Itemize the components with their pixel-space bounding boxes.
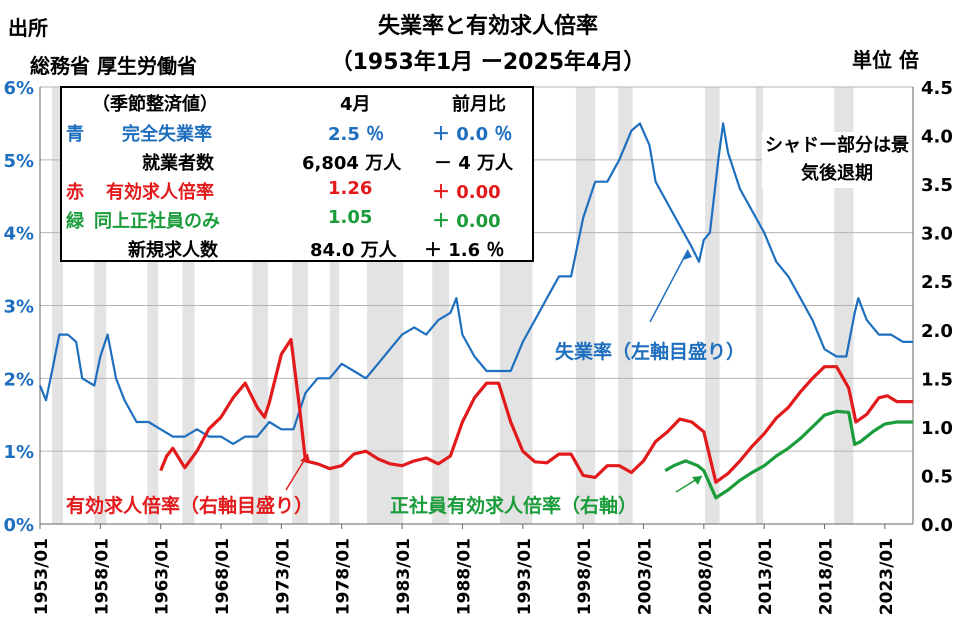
x-tick-label: 1973/01 <box>273 538 293 615</box>
arrow-head <box>683 250 692 260</box>
y-right-tick-label: 3.5 <box>921 175 953 196</box>
legend-row-change: ＋ 0.0 ％ <box>432 124 513 145</box>
legend-row-value: 2.5 ％ <box>328 124 385 145</box>
y-right-tick-label: 2.5 <box>921 272 953 293</box>
legend-row-change: － 4 万人 <box>434 153 514 174</box>
y-right-tick-label: 2.0 <box>921 321 953 342</box>
tick-labels: 0% 1% 2% 3% 4% 5% 6% 0.0 0.5 1.0 1.5 2.0 2.5 3.0 3.5 4.… <box>3 78 952 615</box>
legend-row-value: 6,804 万人 <box>302 153 402 174</box>
annotation-unemployment: 失業率（左軸目盛り） <box>555 340 745 363</box>
legend-row-change: ＋ 0.00 <box>432 182 501 203</box>
x-tick-label: 2013/01 <box>756 538 776 615</box>
x-tick-label: 1963/01 <box>153 538 173 615</box>
y-right-tick-label: 0.5 <box>921 466 953 487</box>
chart-subtitle: （1953年1月 ー2025年4月） <box>330 50 646 75</box>
x-tick-label: 1993/01 <box>515 538 535 615</box>
unit-label: 単位 倍 <box>852 48 919 72</box>
axes <box>39 87 914 529</box>
legend-row-label: 同上正社員のみ <box>94 211 220 232</box>
x-tick-label: 1988/01 <box>454 538 474 615</box>
x-tick-label: 1978/01 <box>334 538 354 615</box>
source-name: 総務省 厚生労働省 <box>30 54 197 78</box>
x-tick-label: 1958/01 <box>92 538 112 615</box>
arrow-head <box>692 476 702 485</box>
legend-row-value: 84.0 万人 <box>310 240 397 261</box>
x-tick-label: 2008/01 <box>696 538 716 615</box>
x-tick-label: 2003/01 <box>635 538 655 615</box>
legend-row-change: ＋ 1.6 ％ <box>424 240 505 261</box>
y-left-tick-label: 6% <box>3 78 34 99</box>
x-tick-label: 1998/01 <box>575 538 595 615</box>
y-left-tick-label: 1% <box>3 442 34 463</box>
x-tick-label: 1968/01 <box>213 538 233 615</box>
x-tick-label: 2018/01 <box>817 538 837 615</box>
annotation-arrows <box>285 249 703 493</box>
y-right-tick-label: 3.0 <box>921 224 953 245</box>
legend-row-color-name: 青 <box>66 124 84 145</box>
source-label: 出所 <box>8 16 48 40</box>
series-line <box>38 122 913 445</box>
recession-note: シャドー部分は景気後退期 <box>762 132 912 188</box>
x-tick-label: 1953/01 <box>32 538 52 615</box>
y-left-tick-label: 4% <box>3 224 34 245</box>
y-right-tick-label: 4.5 <box>921 78 953 99</box>
y-right-tick-label: 1.0 <box>921 418 953 439</box>
legend-row-value: 1.26 <box>328 178 373 199</box>
legend-row-label: 有効求人倍率 <box>106 182 214 203</box>
y-right-tick-label: 1.5 <box>921 369 953 390</box>
legend-box: （季節整済値） 4月 前月比 青 完全失業率 2.5 ％ ＋ 0.0 ％ 就業者… <box>60 86 534 262</box>
series-lines <box>38 122 913 500</box>
x-tick-label: 2023/01 <box>877 538 897 615</box>
y-right-tick-label: 4.0 <box>921 127 953 148</box>
y-right-tick-label: 0.0 <box>921 515 953 536</box>
legend-header-month: 4月 <box>340 94 371 115</box>
y-left-tick-label: 5% <box>3 151 34 172</box>
y-left-tick-label: 0% <box>3 515 34 536</box>
legend-header-change: 前月比 <box>452 94 506 115</box>
y-left-tick-label: 2% <box>3 369 34 390</box>
arrow-unemployment <box>649 249 689 323</box>
annotation-regular-ratio: 正社員有効求人倍率（右軸） <box>390 494 637 517</box>
legend-row-color-name: 緑 <box>66 211 84 232</box>
legend-row-label: 完全失業率 <box>122 124 212 145</box>
legend-row-label: 就業者数 <box>142 153 214 174</box>
y-left-tick-label: 3% <box>3 297 34 318</box>
series-line <box>664 409 913 500</box>
x-tick-label: 1983/01 <box>394 538 414 615</box>
legend-row-color-name: 赤 <box>66 182 84 203</box>
annotation-jobs-ratio: 有効求人倍率（右軸目盛り） <box>66 494 313 517</box>
chart-title: 失業率と有効求人倍率 <box>377 14 598 39</box>
legend-row-value: 1.05 <box>328 207 373 228</box>
arrow-head <box>300 454 310 462</box>
series-line <box>159 337 913 484</box>
legend-row-change: ＋ 0.00 <box>432 211 501 232</box>
legend-row-label: 新規求人数 <box>128 240 218 261</box>
legend-header-label: （季節整済値） <box>92 94 218 115</box>
